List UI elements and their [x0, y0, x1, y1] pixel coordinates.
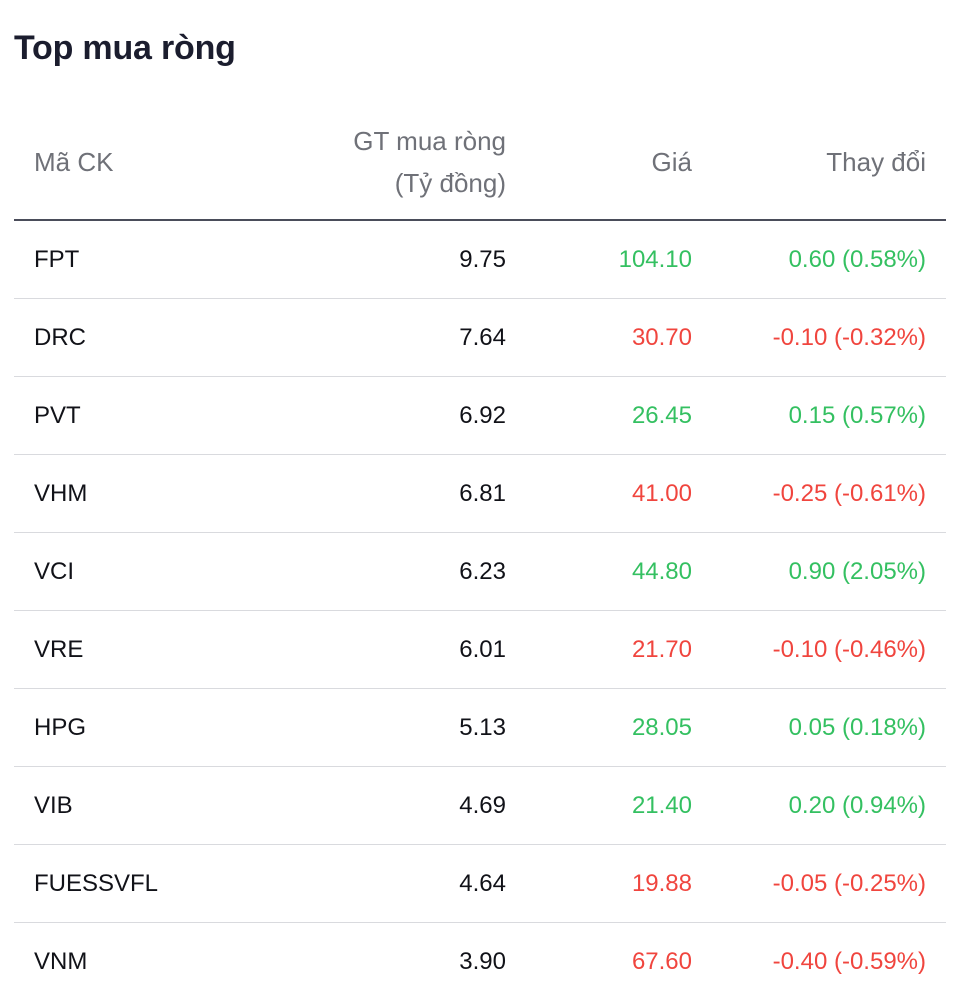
table-row[interactable]: VIB 4.69 21.40 0.20 (0.94%): [14, 767, 946, 845]
cell-price: 28.05: [631, 713, 692, 741]
cell-symbol: PVT: [34, 401, 81, 429]
table-row[interactable]: FPT 9.75 104.10 0.60 (0.58%): [14, 221, 946, 299]
table-row[interactable]: VHM 6.81 41.00 -0.25 (-0.61%): [14, 455, 946, 533]
table-row[interactable]: VNM 3.90 67.60 -0.40 (-0.59%): [14, 923, 946, 1001]
cell-net-buy-value: 3.90: [459, 948, 506, 975]
cell-net-buy-value: 9.75: [459, 245, 506, 273]
cell-symbol: DRC: [34, 323, 86, 351]
table-header: Mã CK GT mua ròng (Tỷ đồng) Giá Thay đổi: [14, 104, 946, 221]
cell-change: 0.60 (0.58%): [788, 245, 926, 273]
cell-net-buy-value: 6.92: [459, 401, 506, 429]
header-change: Thay đổi: [826, 146, 926, 177]
cell-change: -0.40 (-0.59%): [772, 948, 926, 975]
table-row[interactable]: HPG 5.13 28.05 0.05 (0.18%): [14, 689, 946, 767]
cell-change: -0.10 (-0.46%): [772, 635, 926, 663]
cell-change: 0.90 (2.05%): [788, 557, 926, 585]
cell-change: -0.10 (-0.32%): [772, 323, 926, 351]
cell-symbol: FPT: [34, 245, 80, 273]
cell-price: 26.45: [631, 401, 692, 429]
cell-change: -0.25 (-0.61%): [772, 479, 926, 507]
cell-price: 19.88: [631, 869, 692, 897]
widget-title: Top mua ròng: [14, 29, 236, 67]
cell-price: 67.60: [631, 948, 692, 975]
cell-change: -0.05 (-0.25%): [772, 869, 926, 897]
cell-net-buy-value: 6.23: [459, 557, 506, 585]
cell-symbol: VNM: [34, 948, 88, 975]
table-row[interactable]: DRC 7.64 30.70 -0.10 (-0.32%): [14, 299, 946, 377]
cell-price: 30.70: [631, 323, 692, 351]
header-net-buy-value-line1: GT mua ròng: [353, 125, 506, 156]
cell-symbol: VCI: [34, 557, 75, 585]
header-price: Giá: [651, 146, 692, 177]
cell-price: 21.70: [631, 635, 692, 663]
cell-change: 0.05 (0.18%): [788, 713, 926, 741]
table-row[interactable]: VRE 6.01 21.70 -0.10 (-0.46%): [14, 611, 946, 689]
header-symbol: Mã CK: [34, 146, 114, 177]
table-body: FPT 9.75 104.10 0.60 (0.58%) DRC 7.64 30.70 -0.…: [14, 221, 946, 1001]
cell-price: 44.80: [631, 557, 692, 585]
cell-change: 0.15 (0.57%): [788, 401, 926, 429]
table-row[interactable]: PVT 6.92 26.45 0.15 (0.57%): [14, 377, 946, 455]
header-net-buy-value: GT mua ròng (Tỷ đồng): [204, 104, 506, 219]
cell-symbol: VRE: [34, 635, 84, 663]
cell-net-buy-value: 4.69: [459, 791, 506, 819]
cell-price: 21.40: [631, 791, 692, 819]
cell-price: 41.00: [631, 479, 692, 507]
table-row[interactable]: VCI 6.23 44.80 0.90 (2.05%): [14, 533, 946, 611]
cell-symbol: VIB: [34, 791, 73, 819]
cell-symbol: VHM: [34, 479, 88, 507]
cell-price: 104.10: [618, 245, 692, 273]
table-row[interactable]: FUESSVFL 4.64 19.88 -0.05 (-0.25%): [14, 845, 946, 923]
cell-symbol: HPG: [34, 713, 87, 741]
cell-net-buy-value: 5.13: [459, 713, 506, 741]
header-net-buy-value-line2: (Tỷ đồng): [394, 167, 506, 198]
cell-net-buy-value: 6.01: [459, 635, 506, 663]
cell-net-buy-value: 7.64: [459, 323, 506, 351]
cell-symbol: FUESSVFL: [34, 869, 159, 897]
net-buy-table: Mã CK GT mua ròng (Tỷ đồng) Giá Thay đổi…: [14, 104, 946, 1001]
cell-net-buy-value: 4.64: [459, 869, 506, 897]
cell-net-buy-value: 6.81: [459, 479, 506, 507]
cell-change: 0.20 (0.94%): [788, 791, 926, 819]
